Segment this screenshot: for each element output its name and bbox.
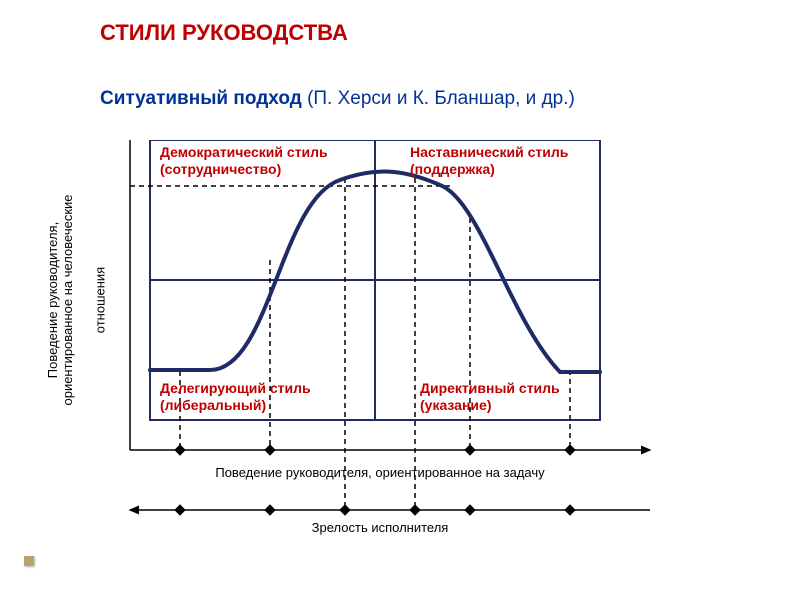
x-axis-label-task: Поведение руководителя, ориентированное … bbox=[140, 465, 620, 480]
subtitle: Ситуативный подход (П. Херси и К. Бланша… bbox=[100, 88, 740, 110]
subtitle-authors: (П. Херси и К. Бланшар, и др.) bbox=[307, 88, 575, 109]
y-axis-label: Поведение руководителя, ориентированное … bbox=[45, 194, 75, 405]
quad-bottom-left: Делегирующий стиль (либеральный) bbox=[160, 380, 360, 414]
subtitle-main: Ситуативный подход bbox=[100, 88, 302, 109]
quad-top-left: Демократический стиль (сотрудничество) bbox=[160, 144, 340, 178]
quad-top-right: Наставнический стиль (поддержка) bbox=[410, 144, 600, 178]
quad-bottom-right: Директивный стиль (указание) bbox=[420, 380, 600, 414]
leadership-chart: Демократический стиль (сотрудничество) Н… bbox=[120, 140, 680, 550]
y-axis-label-2: отношения bbox=[93, 267, 108, 333]
slide-bullet-icon bbox=[24, 556, 34, 566]
x-axis-label-maturity: Зрелость исполнителя bbox=[140, 520, 620, 535]
chart-svg bbox=[120, 140, 680, 550]
page-title: СТИЛИ РУКОВОДСТВА bbox=[100, 20, 348, 46]
